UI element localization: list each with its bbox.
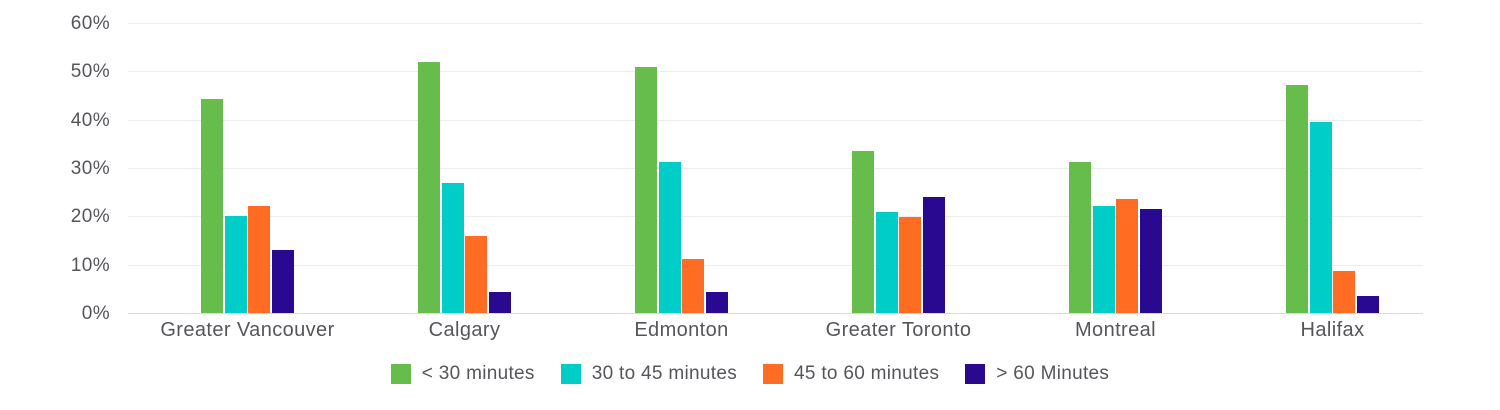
bar	[682, 258, 705, 313]
gridline	[128, 119, 1423, 121]
gridline	[128, 71, 1423, 73]
legend-item: < 30 minutes	[390, 363, 535, 385]
bar	[658, 161, 681, 313]
bar	[1333, 270, 1356, 313]
bar	[705, 292, 728, 313]
bar	[875, 211, 898, 313]
bar	[852, 151, 875, 313]
bar	[201, 99, 224, 313]
legend-label: 45 to 60 minutes	[794, 363, 940, 384]
legend-label: 30 to 45 minutes	[591, 363, 737, 384]
y-axis-tick-label: 30%	[70, 158, 110, 179]
bar	[1069, 161, 1092, 313]
legend-swatch	[390, 364, 411, 384]
y-axis-tick-label: 10%	[70, 254, 110, 276]
bar	[922, 197, 945, 313]
bar	[441, 183, 464, 313]
y-axis-tick-label: 40%	[70, 109, 110, 131]
bar	[1356, 296, 1379, 313]
x-axis-category-label: Montreal	[1074, 319, 1157, 341]
bar	[635, 66, 658, 313]
bar	[248, 205, 271, 313]
legend-label: > 60 Minutes	[996, 363, 1110, 384]
bar	[271, 250, 294, 313]
bar	[224, 216, 247, 313]
x-axis-category-label: Calgary	[428, 319, 501, 341]
y-axis-tick-label: 0%	[81, 303, 110, 324]
bar	[1286, 84, 1309, 313]
x-axis-category-label: Greater Vancouver	[160, 319, 335, 341]
bar	[1092, 205, 1115, 313]
x-axis-category-label: Edmonton	[634, 319, 729, 341]
legend-swatch	[560, 364, 581, 384]
bar	[418, 61, 441, 313]
legend-item: > 60 Minutes	[965, 363, 1109, 385]
y-axis-tick-label: 60%	[70, 13, 110, 34]
x-axis-category-label: Greater Toronto	[825, 319, 972, 341]
gridline	[128, 264, 1423, 266]
legend-swatch	[763, 364, 783, 384]
bar	[488, 292, 511, 313]
legend: < 30 minutes 30 to 45 minutes 45 to 60 min…	[0, 363, 1500, 385]
y-axis-tick-label: 20%	[70, 206, 110, 228]
legend-label: < 30 minutes	[421, 363, 535, 384]
legend-item: 45 to 60 minutes	[763, 363, 939, 385]
bar	[1139, 209, 1162, 313]
gridline	[128, 23, 1423, 24]
bar	[465, 235, 488, 313]
legend-swatch	[965, 364, 986, 384]
gridline	[128, 168, 1423, 169]
legend-item: 30 to 45 minutes	[560, 363, 737, 385]
bar	[899, 217, 922, 313]
x-axis-category-label: Halifax	[1300, 319, 1365, 341]
gridline	[128, 216, 1423, 218]
x-axis-line	[128, 313, 1423, 314]
y-axis-tick-label: 50%	[70, 61, 110, 83]
bar	[1309, 122, 1332, 313]
bar	[1116, 199, 1139, 313]
